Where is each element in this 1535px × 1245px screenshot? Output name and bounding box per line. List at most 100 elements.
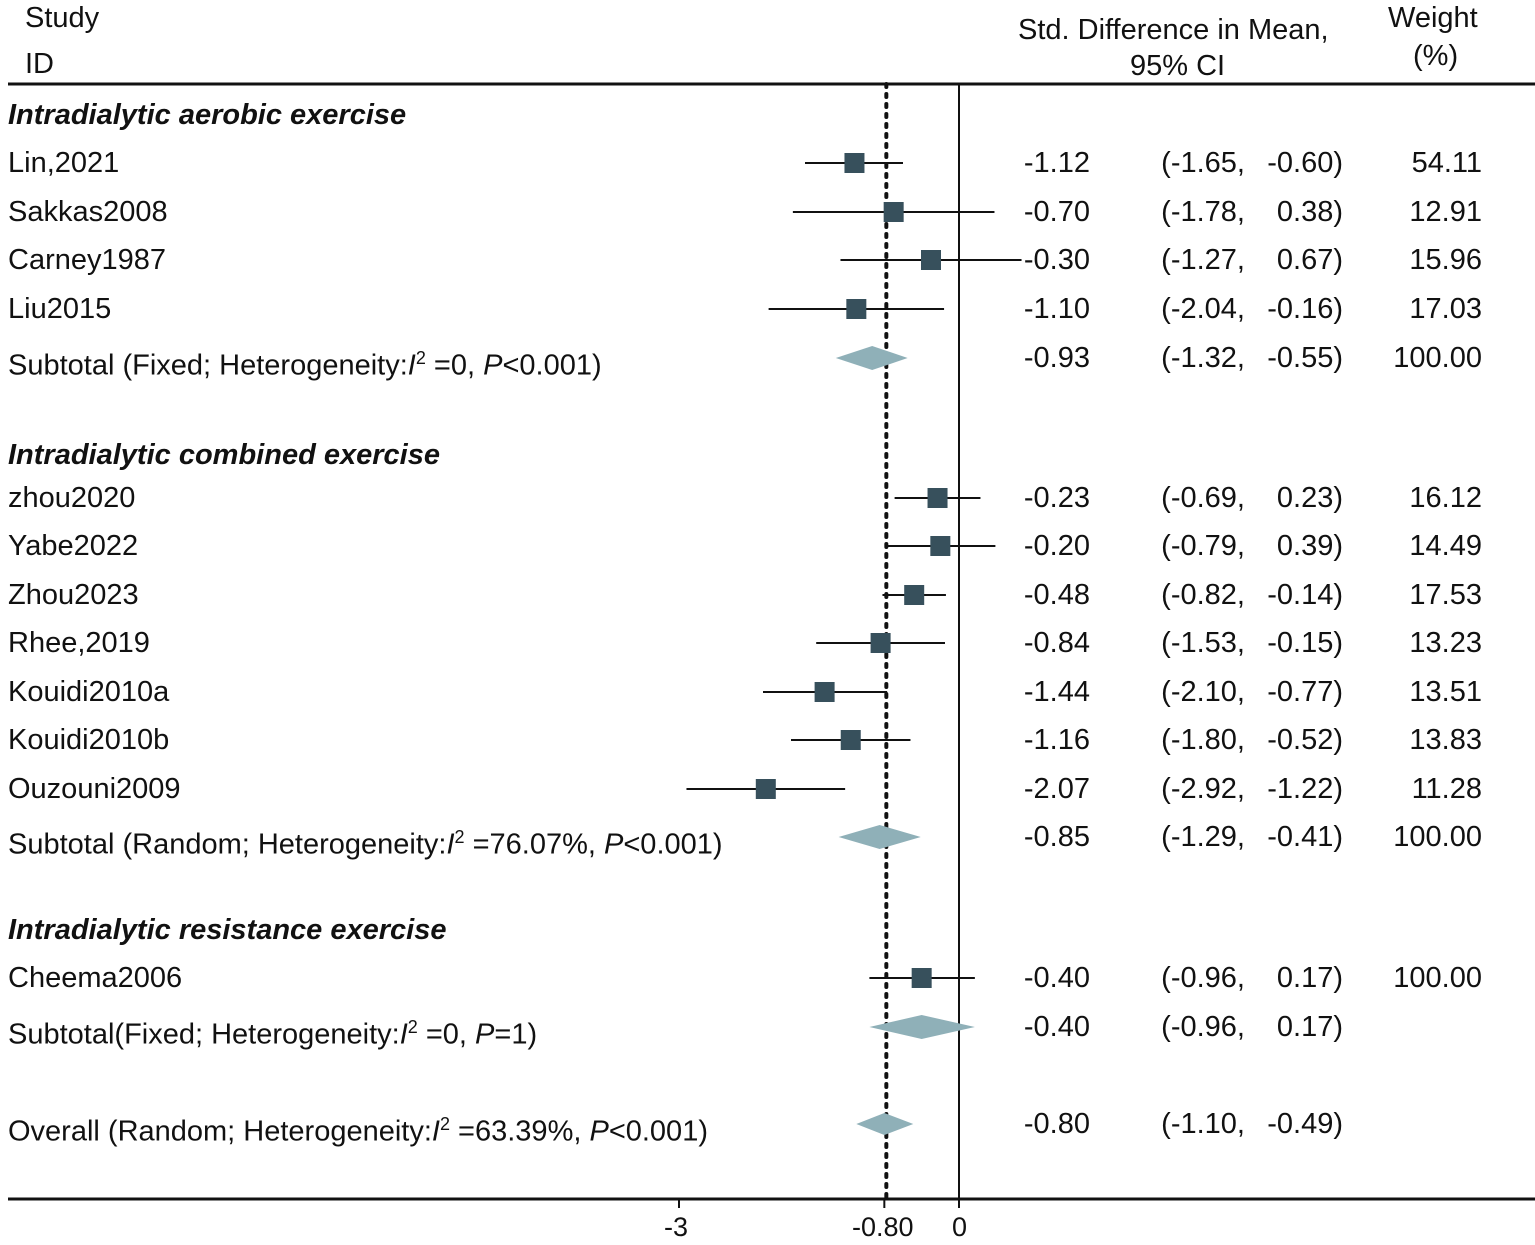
subtotal-label: Subtotal (Random; Heterogeneity:I2 =76.0… <box>8 827 723 861</box>
subtotal-label: Subtotal (Fixed; Heterogeneity:I2 =0, P<… <box>8 348 602 382</box>
effect-square <box>921 250 941 270</box>
ci-lower: (-0.69, <box>1161 482 1245 514</box>
ci-lower: (-2.04, <box>1161 293 1245 325</box>
study-label: Rhee,2019 <box>8 627 150 659</box>
effect-square <box>755 779 776 799</box>
study-label: Carney1987 <box>8 244 166 276</box>
weight-value: 17.53 <box>1409 579 1482 611</box>
ci-upper: -0.49) <box>1267 1108 1343 1140</box>
ci-upper: -0.77) <box>1267 676 1343 708</box>
effect-estimate: -0.23 <box>1023 482 1090 514</box>
ci-upper: -0.41) <box>1267 821 1343 853</box>
subgroup-heading: Intradialytic resistance exercise <box>8 914 447 946</box>
effect-square <box>930 536 951 556</box>
subtotal-diamond <box>835 346 908 370</box>
effect-estimate: -1.16 <box>1023 724 1090 756</box>
header-id: ID <box>25 48 54 80</box>
ci-lower: (-1.65, <box>1161 147 1245 179</box>
ci-lower: (-1.80, <box>1161 724 1245 756</box>
weight-value: 100.00 <box>1393 962 1482 994</box>
x-tick-label: -0.80 <box>852 1212 914 1242</box>
ci-upper: 0.23) <box>1276 482 1343 514</box>
ci-upper: -1.22) <box>1267 773 1343 805</box>
weight-value: 100.00 <box>1393 342 1482 374</box>
overall-diamond <box>856 1113 914 1135</box>
ci-upper: 0.38) <box>1276 196 1343 228</box>
subgroup-heading: Intradialytic combined exercise <box>8 439 440 471</box>
header-effect-line1: Std. Difference in Mean, <box>1018 14 1329 46</box>
study-label: Kouidi2010b <box>8 724 170 756</box>
effect-estimate: -1.10 <box>1023 293 1090 325</box>
effect-estimate: -0.84 <box>1023 627 1090 659</box>
weight-value: 16.12 <box>1409 482 1482 514</box>
effect-estimate: -0.30 <box>1023 244 1090 276</box>
ci-lower: (-1.27, <box>1161 244 1245 276</box>
overall-label: Overall (Random; Heterogeneity:I2 =63.39… <box>8 1114 708 1148</box>
subtotal-label: Subtotal(Fixed; Heterogeneity:I2 =0, P=1… <box>8 1017 538 1051</box>
effect-estimate: -0.80 <box>1023 1108 1090 1140</box>
effect-square <box>846 299 867 319</box>
weight-value: 11.28 <box>1411 773 1482 805</box>
ci-upper: -0.60) <box>1267 147 1343 179</box>
ci-lower: (-0.96, <box>1161 962 1245 994</box>
study-label: Zhou2023 <box>8 579 139 611</box>
ci-lower: (-2.92, <box>1161 773 1245 805</box>
weight-value: 13.51 <box>1409 676 1482 708</box>
ci-upper: 0.67) <box>1276 244 1343 276</box>
x-tick-label: -3 <box>664 1212 689 1242</box>
effect-square <box>911 968 932 988</box>
effect-estimate: -0.70 <box>1023 196 1090 228</box>
weight-value: 13.23 <box>1409 627 1482 659</box>
effect-square <box>870 633 891 653</box>
ci-lower: (-0.96, <box>1161 1011 1245 1043</box>
header-weight-unit: (%) <box>1413 40 1459 72</box>
effect-estimate: -1.12 <box>1023 147 1090 179</box>
ci-lower: (-1.29, <box>1161 821 1245 853</box>
header-weight: Weight <box>1388 2 1478 34</box>
study-label: Ouzouni2009 <box>8 773 181 805</box>
weight-value: 17.03 <box>1409 293 1482 325</box>
ci-upper: -0.14) <box>1267 579 1343 611</box>
header-effect-line2: 95% CI <box>1130 50 1226 82</box>
study-label: Cheema2006 <box>8 962 183 994</box>
effect-square <box>840 730 861 750</box>
effect-square <box>844 153 865 173</box>
effect-estimate: -0.40 <box>1023 962 1090 994</box>
ci-lower: (-1.10, <box>1161 1108 1245 1140</box>
header-study: Study <box>25 2 100 34</box>
effect-estimate: -0.48 <box>1023 579 1090 611</box>
study-label: Sakkas2008 <box>8 196 168 228</box>
ci-lower: (-1.78, <box>1161 196 1245 228</box>
effect-square <box>927 488 948 508</box>
ci-upper: 0.17) <box>1276 962 1343 994</box>
ci-upper: -0.15) <box>1267 627 1343 659</box>
ci-upper: -0.52) <box>1267 724 1343 756</box>
ci-upper: -0.16) <box>1267 293 1343 325</box>
effect-square <box>904 585 925 605</box>
study-label: Liu2015 <box>8 293 112 325</box>
study-label: zhou2020 <box>8 482 136 514</box>
ci-lower: (-1.32, <box>1161 342 1245 374</box>
ci-lower: (-0.79, <box>1161 530 1245 562</box>
ci-lower: (-0.82, <box>1161 579 1245 611</box>
effect-estimate: -1.44 <box>1023 676 1090 708</box>
effect-estimate: -0.20 <box>1023 530 1090 562</box>
effect-estimate: -0.93 <box>1023 342 1090 374</box>
ci-lower: (-1.53, <box>1161 627 1245 659</box>
weight-value: 14.49 <box>1409 530 1482 562</box>
effect-estimate: -0.40 <box>1023 1011 1090 1043</box>
ci-upper: 0.39) <box>1276 530 1343 562</box>
weight-value: 15.96 <box>1409 244 1482 276</box>
effect-estimate: -2.07 <box>1023 773 1090 805</box>
subtotal-diamond <box>869 1015 975 1039</box>
weight-value: 12.91 <box>1409 196 1482 228</box>
subtotal-diamond <box>838 825 921 849</box>
weight-value: 13.83 <box>1409 724 1482 756</box>
effect-estimate: -0.85 <box>1023 821 1090 853</box>
study-label: Yabe2022 <box>8 530 139 562</box>
x-tick-label: 0 <box>952 1212 968 1242</box>
weight-value: 54.11 <box>1411 147 1482 179</box>
ci-upper: -0.55) <box>1267 342 1343 374</box>
